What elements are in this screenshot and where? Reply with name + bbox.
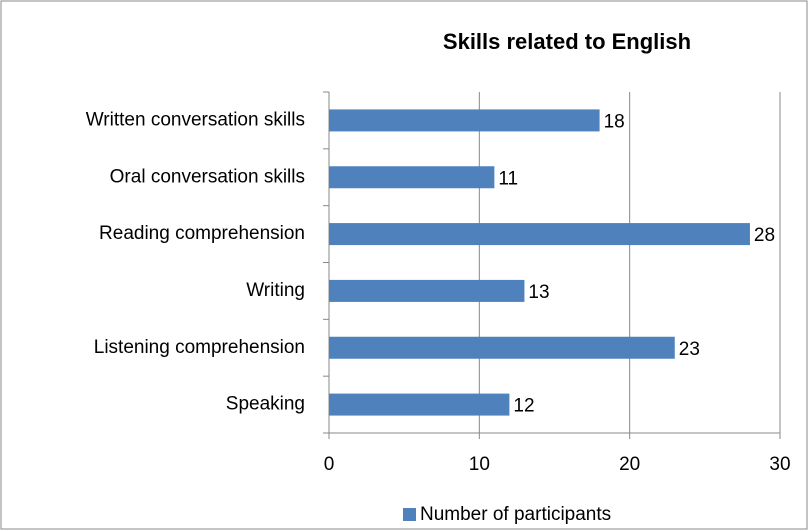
x-tick-label: 20 [619,454,640,475]
x-tick-label: 10 [469,454,490,475]
chart-title: Skills related to English [443,29,691,54]
data-label: 18 [604,111,625,132]
legend-swatch [403,508,416,521]
bar [329,166,495,189]
x-tick-label: 30 [769,454,790,475]
legend-label: Number of participants [420,504,611,525]
data-label: 23 [679,339,700,360]
y-tick-label: Speaking [226,394,305,415]
bar [329,109,600,132]
data-label: 11 [498,168,518,189]
y-tick-label: Writing [246,280,305,301]
bar [329,223,750,246]
data-label: 12 [513,396,534,417]
bar [329,336,675,359]
y-tick-label: Reading comprehension [99,223,305,244]
data-label: 28 [754,225,775,246]
y-tick-label: Listening comprehension [94,337,305,358]
data-label: 13 [528,282,549,303]
bar [329,279,525,302]
bar [329,393,510,416]
x-tick-label: 0 [324,454,335,475]
y-tick-label: Oral conversation skills [110,166,305,187]
y-tick-label: Written conversation skills [86,109,305,130]
